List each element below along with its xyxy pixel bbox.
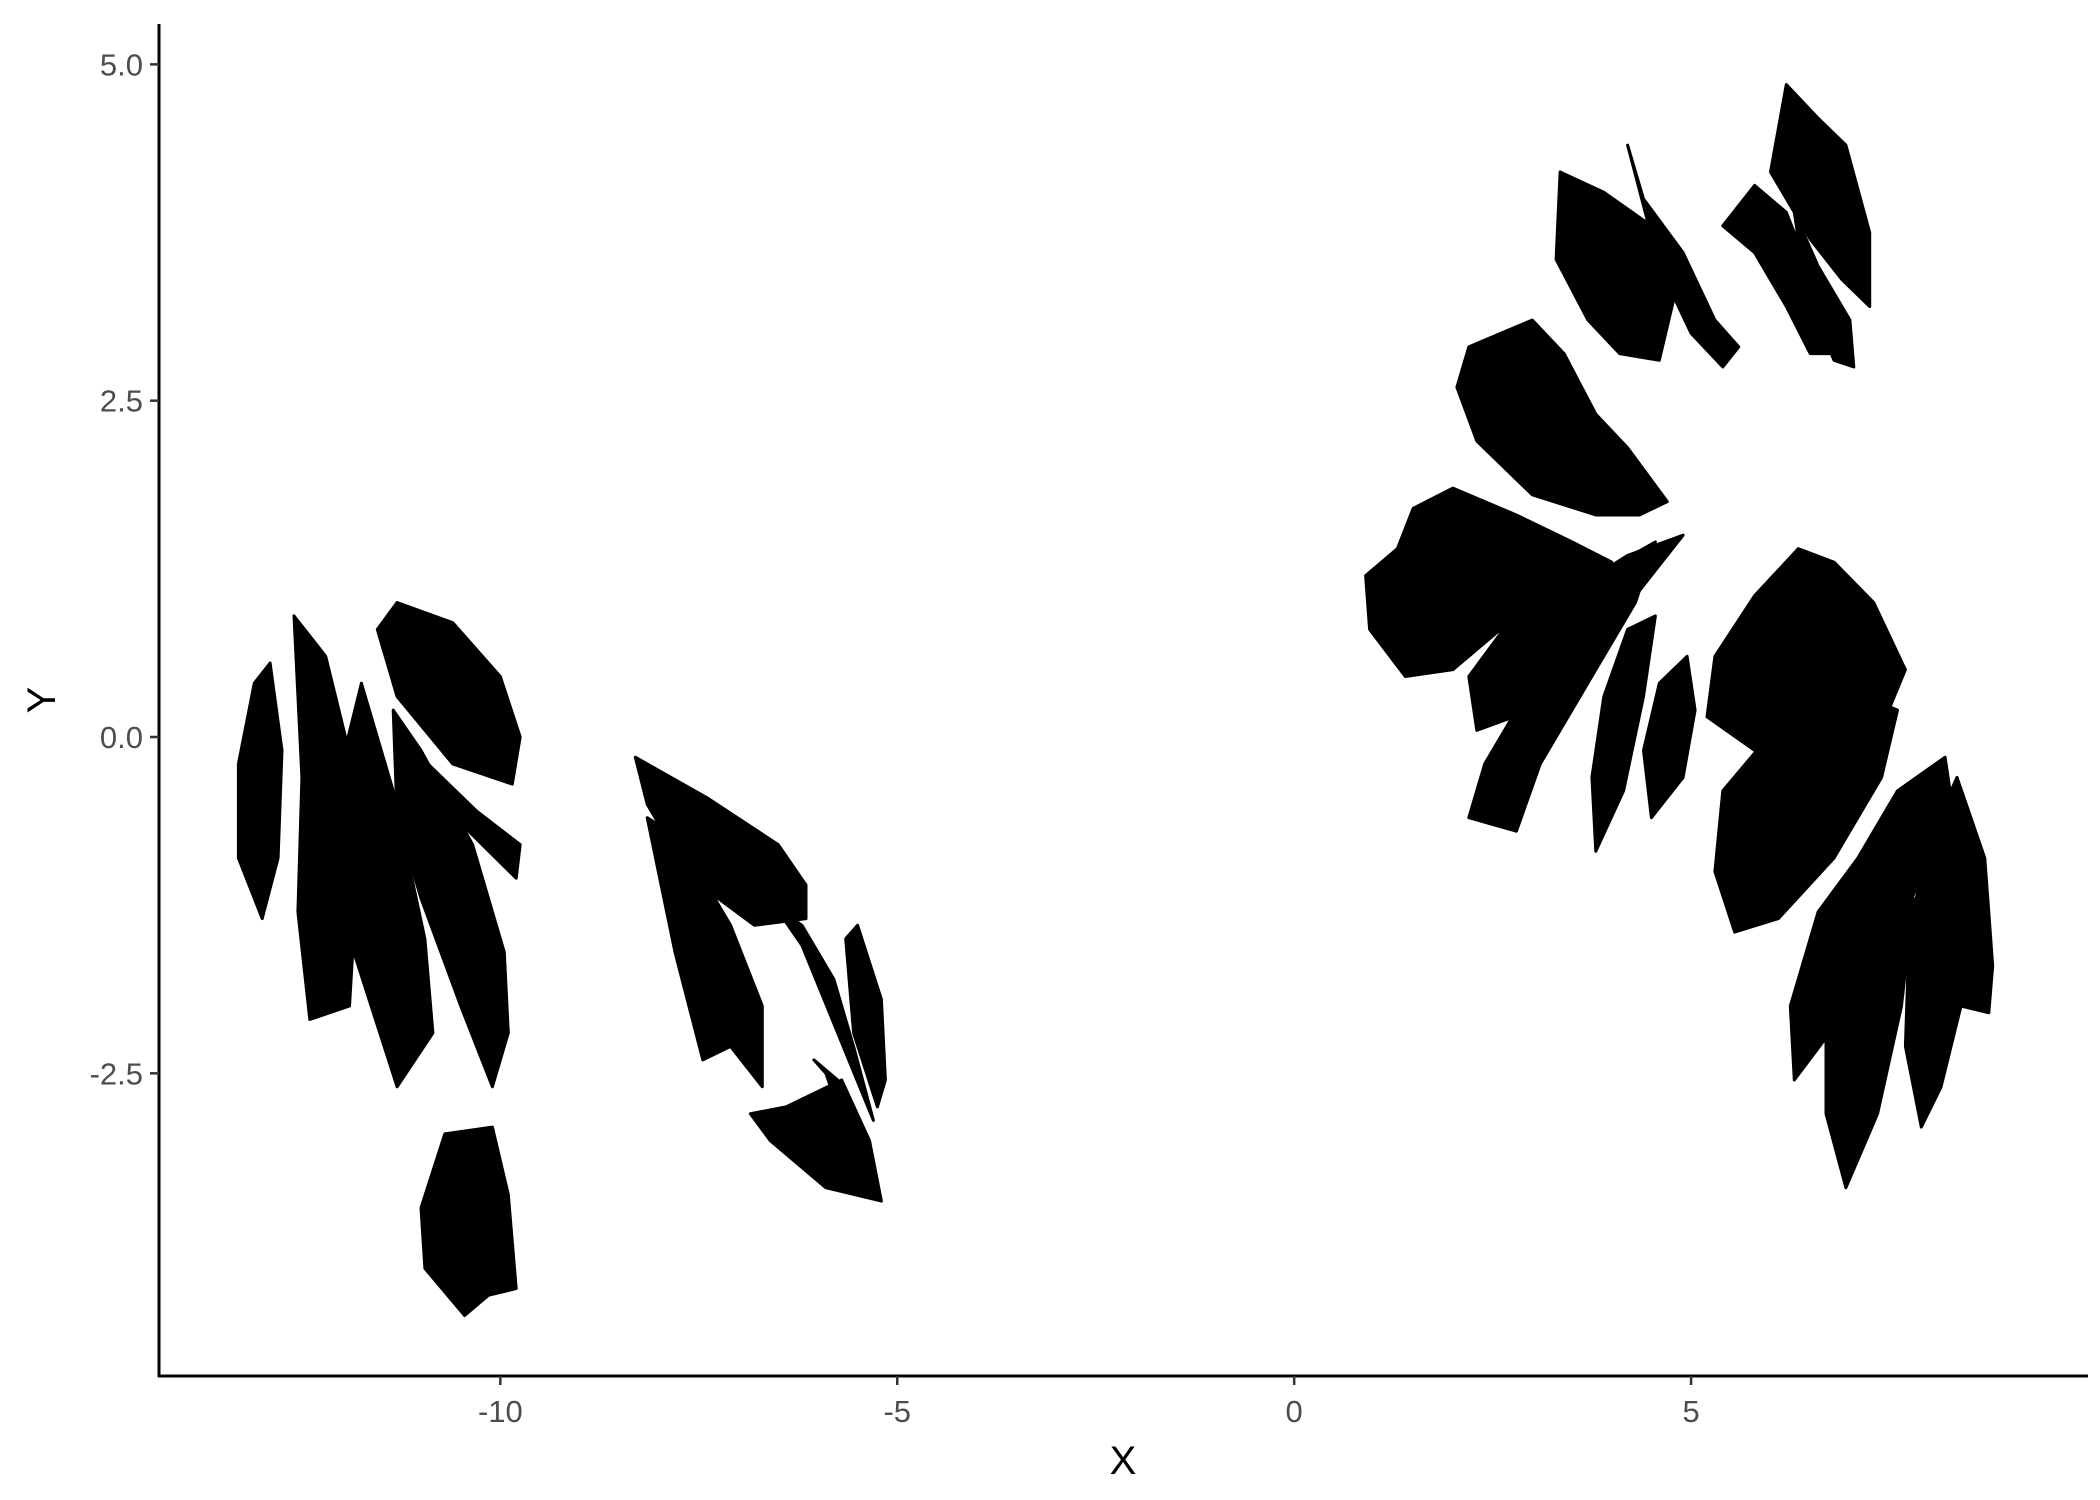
x-axis-ticks: -10 -5 0 5: [478, 1376, 1700, 1429]
y-tick-label: 2.5: [100, 384, 143, 419]
point-region-leaf-top-sliver: [1792, 210, 1856, 369]
point-cloud: [236, 83, 1995, 1317]
y-axis-title: Y: [20, 687, 64, 714]
point-region-leaf-right-heart: [1364, 486, 1614, 678]
point-region-leaf-lower-long: [1713, 695, 1899, 934]
y-tick-label: 0.0: [100, 720, 143, 755]
point-region-leaf-bottom-small: [419, 1125, 518, 1317]
point-region-leaf-mid-right-slim: [844, 923, 887, 1109]
x-tick-label: 5: [1682, 1394, 1699, 1429]
point-region-leaf-top-tall: [1769, 83, 1872, 308]
point-region-leaf-left-tall-a: [292, 614, 359, 1021]
point-region-leaf-mid-slim: [772, 903, 875, 1122]
point-region-leaf-mid-bottom-b: [812, 1058, 879, 1196]
point-region-leaf-right-blade-b: [1467, 540, 1657, 833]
x-tick-label: 0: [1286, 1394, 1303, 1429]
point-region-leaf-mid-tall: [645, 816, 764, 1089]
y-tick-label: 5.0: [100, 47, 143, 82]
x-tick-label: -5: [883, 1394, 911, 1429]
point-region-leaf-lower-right: [1903, 775, 1995, 1129]
y-tick-label: -2.5: [90, 1056, 143, 1091]
point-region-leaf-left-narrow: [236, 661, 284, 921]
point-region-leaf-left-tall-b: [340, 681, 435, 1089]
point-region-leaf-right-blade-d: [1642, 654, 1697, 820]
x-tick-label: -10: [478, 1394, 523, 1429]
point-region-leaf-left-oval: [375, 601, 522, 786]
point-region-leaf-right-wing: [1455, 318, 1669, 517]
point-region-leaf-left-band: [395, 735, 522, 880]
point-region-leaf-top-fan-a: [1554, 170, 1677, 362]
point-region-leaf-top-fan-b: [1626, 143, 1741, 369]
y-axis-ticks: -2.5 0.0 2.5 5.0: [90, 47, 159, 1091]
x-axis-title: X: [1110, 1439, 1137, 1483]
point-region-leaf-left-mid: [391, 708, 510, 1089]
point-region-leaf-right-blade-c: [1590, 614, 1657, 853]
point-region-leaf-lower-tip: [1824, 870, 1915, 1190]
